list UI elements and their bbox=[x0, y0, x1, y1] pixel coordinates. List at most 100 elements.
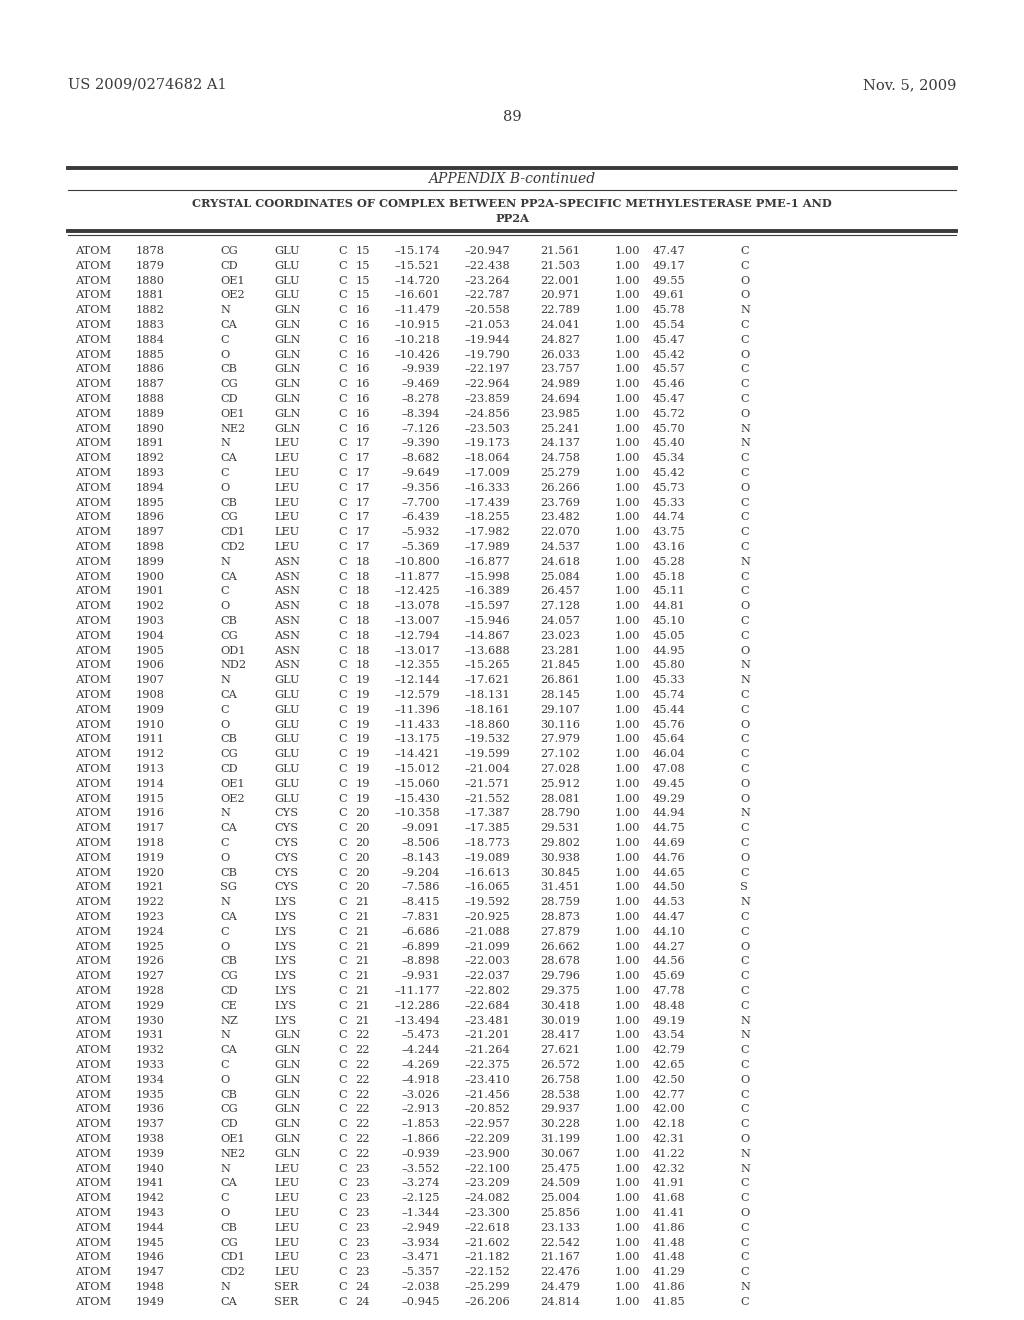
Text: –9.939: –9.939 bbox=[401, 364, 440, 375]
Text: N: N bbox=[220, 305, 229, 315]
Text: 22: 22 bbox=[355, 1074, 370, 1085]
Text: –22.152: –22.152 bbox=[464, 1267, 510, 1278]
Text: ATOM: ATOM bbox=[75, 616, 112, 626]
Text: ND2: ND2 bbox=[220, 660, 246, 671]
Text: N: N bbox=[740, 557, 750, 566]
Text: 1942: 1942 bbox=[136, 1193, 165, 1204]
Text: 1928: 1928 bbox=[136, 986, 165, 997]
Text: ATOM: ATOM bbox=[75, 319, 112, 330]
Text: 44.27: 44.27 bbox=[652, 941, 685, 952]
Text: –5.932: –5.932 bbox=[401, 527, 440, 537]
Text: 41.85: 41.85 bbox=[652, 1296, 685, 1307]
Text: 19: 19 bbox=[355, 750, 370, 759]
Text: LEU: LEU bbox=[274, 1208, 299, 1218]
Text: 1.00: 1.00 bbox=[614, 1238, 640, 1247]
Text: ATOM: ATOM bbox=[75, 1282, 112, 1292]
Text: 26.662: 26.662 bbox=[540, 941, 580, 952]
Text: C: C bbox=[338, 734, 347, 744]
Text: 1.00: 1.00 bbox=[614, 808, 640, 818]
Text: C: C bbox=[338, 690, 347, 700]
Text: C: C bbox=[220, 469, 228, 478]
Text: –15.998: –15.998 bbox=[464, 572, 510, 582]
Text: C: C bbox=[740, 469, 749, 478]
Text: 1.00: 1.00 bbox=[614, 276, 640, 285]
Text: –22.957: –22.957 bbox=[464, 1119, 510, 1129]
Text: 1.00: 1.00 bbox=[614, 793, 640, 804]
Text: GLN: GLN bbox=[274, 305, 300, 315]
Text: N: N bbox=[740, 438, 750, 449]
Text: –7.126: –7.126 bbox=[401, 424, 440, 433]
Text: C: C bbox=[338, 261, 347, 271]
Text: 44.50: 44.50 bbox=[652, 882, 685, 892]
Text: CD: CD bbox=[220, 393, 238, 404]
Text: CD: CD bbox=[220, 986, 238, 997]
Text: 21: 21 bbox=[355, 898, 370, 907]
Text: ATOM: ATOM bbox=[75, 350, 112, 359]
Text: –8.682: –8.682 bbox=[401, 453, 440, 463]
Text: C: C bbox=[740, 364, 749, 375]
Text: US 2009/0274682 A1: US 2009/0274682 A1 bbox=[68, 78, 226, 92]
Text: O: O bbox=[220, 1208, 229, 1218]
Text: CD2: CD2 bbox=[220, 1267, 245, 1278]
Text: ATOM: ATOM bbox=[75, 1222, 112, 1233]
Text: 16: 16 bbox=[355, 350, 370, 359]
Text: 45.33: 45.33 bbox=[652, 676, 685, 685]
Text: ATOM: ATOM bbox=[75, 364, 112, 375]
Text: ATOM: ATOM bbox=[75, 779, 112, 789]
Text: 18: 18 bbox=[355, 557, 370, 566]
Text: 45.40: 45.40 bbox=[652, 438, 685, 449]
Text: –7.586: –7.586 bbox=[401, 882, 440, 892]
Text: 29.107: 29.107 bbox=[540, 705, 580, 715]
Text: 1.00: 1.00 bbox=[614, 1179, 640, 1188]
Text: 44.56: 44.56 bbox=[652, 957, 685, 966]
Text: 24.479: 24.479 bbox=[540, 1282, 580, 1292]
Text: –12.579: –12.579 bbox=[394, 690, 440, 700]
Text: –14.720: –14.720 bbox=[394, 276, 440, 285]
Text: CA: CA bbox=[220, 319, 237, 330]
Text: C: C bbox=[338, 335, 347, 345]
Text: 1.00: 1.00 bbox=[614, 957, 640, 966]
Text: 49.45: 49.45 bbox=[652, 779, 685, 789]
Text: ATOM: ATOM bbox=[75, 379, 112, 389]
Text: ATOM: ATOM bbox=[75, 1253, 112, 1262]
Text: ATOM: ATOM bbox=[75, 764, 112, 774]
Text: 1.00: 1.00 bbox=[614, 1222, 640, 1233]
Text: 45.72: 45.72 bbox=[652, 409, 685, 418]
Text: CA: CA bbox=[220, 1045, 237, 1055]
Text: 17: 17 bbox=[355, 527, 370, 537]
Text: 47.78: 47.78 bbox=[652, 986, 685, 997]
Text: –21.099: –21.099 bbox=[464, 941, 510, 952]
Text: 45.33: 45.33 bbox=[652, 498, 685, 508]
Text: ATOM: ATOM bbox=[75, 734, 112, 744]
Text: –17.009: –17.009 bbox=[464, 469, 510, 478]
Text: Nov. 5, 2009: Nov. 5, 2009 bbox=[862, 78, 956, 92]
Text: 45.73: 45.73 bbox=[652, 483, 685, 492]
Text: ATOM: ATOM bbox=[75, 1164, 112, 1173]
Text: GLU: GLU bbox=[274, 719, 300, 730]
Text: 25.475: 25.475 bbox=[540, 1164, 580, 1173]
Text: CG: CG bbox=[220, 1105, 238, 1114]
Text: C: C bbox=[338, 986, 347, 997]
Text: ATOM: ATOM bbox=[75, 824, 112, 833]
Text: 1.00: 1.00 bbox=[614, 616, 640, 626]
Text: N: N bbox=[220, 438, 229, 449]
Text: 49.61: 49.61 bbox=[652, 290, 685, 301]
Text: N: N bbox=[740, 1282, 750, 1292]
Text: C: C bbox=[338, 453, 347, 463]
Text: –22.037: –22.037 bbox=[464, 972, 510, 981]
Text: 49.29: 49.29 bbox=[652, 793, 685, 804]
Text: 23: 23 bbox=[355, 1193, 370, 1204]
Text: 23.985: 23.985 bbox=[540, 409, 580, 418]
Text: –17.387: –17.387 bbox=[464, 808, 510, 818]
Text: –9.649: –9.649 bbox=[401, 469, 440, 478]
Text: 30.418: 30.418 bbox=[540, 1001, 580, 1011]
Text: 45.69: 45.69 bbox=[652, 972, 685, 981]
Text: N: N bbox=[740, 898, 750, 907]
Text: 22.070: 22.070 bbox=[540, 527, 580, 537]
Text: ATOM: ATOM bbox=[75, 498, 112, 508]
Text: CE: CE bbox=[220, 1001, 237, 1011]
Text: 44.81: 44.81 bbox=[652, 601, 685, 611]
Text: 1909: 1909 bbox=[136, 705, 165, 715]
Text: 1.00: 1.00 bbox=[614, 719, 640, 730]
Text: 21: 21 bbox=[355, 972, 370, 981]
